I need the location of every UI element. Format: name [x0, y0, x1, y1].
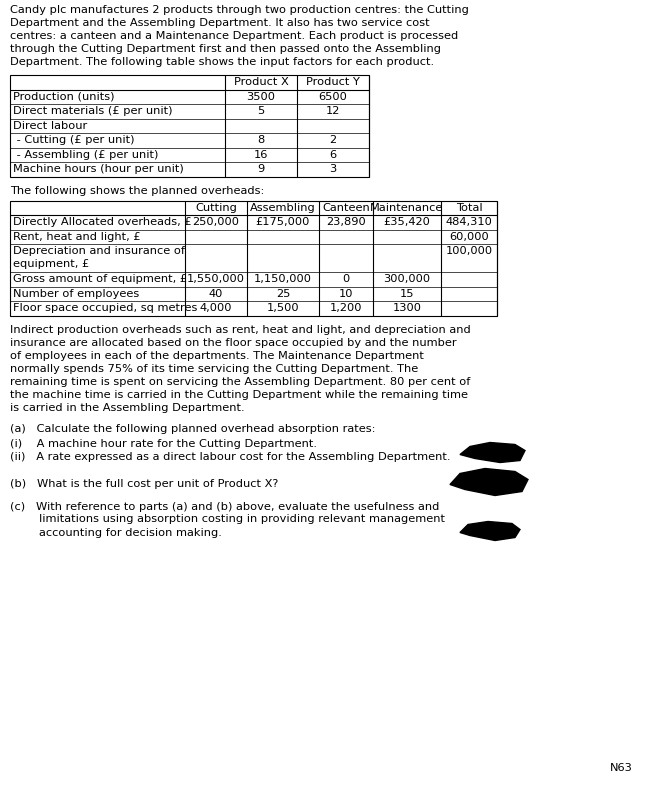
- Text: 5: 5: [257, 106, 264, 116]
- Text: 40: 40: [209, 289, 223, 298]
- Text: The following shows the planned overheads:: The following shows the planned overhead…: [10, 185, 264, 196]
- Text: the machine time is carried in the Cutting Department while the remaining time: the machine time is carried in the Cutti…: [10, 390, 468, 399]
- Text: Rent, heat and light, £: Rent, heat and light, £: [13, 231, 141, 241]
- Text: Canteen: Canteen: [322, 203, 370, 212]
- Text: (ii)   A rate expressed as a direct labour cost for the Assembling Department.: (ii) A rate expressed as a direct labour…: [10, 451, 450, 462]
- Text: 1,550,000: 1,550,000: [187, 274, 245, 284]
- Text: of employees in each of the departments. The Maintenance Department: of employees in each of the departments.…: [10, 350, 424, 361]
- Text: 60,000: 60,000: [449, 231, 489, 241]
- Text: 4,000: 4,000: [200, 303, 232, 313]
- Text: remaining time is spent on servicing the Assembling Department. 80 per cent of: remaining time is spent on servicing the…: [10, 376, 471, 387]
- Text: Candy plc manufactures 2 products through two production centres: the Cutting: Candy plc manufactures 2 products throug…: [10, 5, 469, 15]
- Text: 1,150,000: 1,150,000: [254, 274, 312, 284]
- Text: normally spends 75% of its time servicing the Cutting Department. The: normally spends 75% of its time servicin…: [10, 364, 418, 373]
- Text: is carried in the Assembling Department.: is carried in the Assembling Department.: [10, 402, 245, 413]
- Bar: [10, 200, 497, 316]
- Text: Product Y: Product Y: [306, 77, 360, 87]
- Text: 250,000: 250,000: [193, 217, 240, 227]
- Bar: [10, 75, 369, 177]
- Text: 16: 16: [254, 149, 268, 159]
- Text: Direct labour: Direct labour: [13, 121, 87, 130]
- Text: Total: Total: [456, 203, 482, 212]
- Polygon shape: [460, 443, 525, 462]
- Text: - Assembling (£ per unit): - Assembling (£ per unit): [13, 149, 158, 159]
- Text: N63: N63: [610, 763, 633, 773]
- Text: 1,500: 1,500: [267, 303, 299, 313]
- Text: (c)   With reference to parts (a) and (b) above, evaluate the usefulness and: (c) With reference to parts (a) and (b) …: [10, 502, 439, 511]
- Text: 10: 10: [339, 289, 353, 298]
- Text: 9: 9: [257, 164, 264, 174]
- Text: 0: 0: [342, 274, 350, 284]
- Text: Number of employees: Number of employees: [13, 289, 139, 298]
- Polygon shape: [460, 522, 520, 540]
- Text: Indirect production overheads such as rent, heat and light, and depreciation and: Indirect production overheads such as re…: [10, 324, 471, 335]
- Text: Depreciation and insurance of: Depreciation and insurance of: [13, 246, 185, 256]
- Text: 1300: 1300: [393, 303, 421, 313]
- Text: 100,000: 100,000: [445, 246, 493, 256]
- Text: 300,000: 300,000: [383, 274, 430, 284]
- Text: 484,310: 484,310: [445, 217, 492, 227]
- Text: 23,890: 23,890: [326, 217, 366, 227]
- Text: - Cutting (£ per unit): - Cutting (£ per unit): [13, 135, 135, 145]
- Text: Directly Allocated overheads, £: Directly Allocated overheads, £: [13, 217, 191, 227]
- Text: (a)   Calculate the following planned overhead absorption rates:: (a) Calculate the following planned over…: [10, 424, 376, 433]
- Text: 25: 25: [276, 289, 290, 298]
- Text: Production (units): Production (units): [13, 92, 115, 102]
- Text: equipment, £: equipment, £: [13, 259, 89, 269]
- Text: Department. The following table shows the input factors for each product.: Department. The following table shows th…: [10, 57, 434, 67]
- Text: Product X: Product X: [234, 77, 288, 87]
- Text: Machine hours (hour per unit): Machine hours (hour per unit): [13, 164, 184, 174]
- Text: 3: 3: [329, 164, 337, 174]
- Text: Gross amount of equipment, £: Gross amount of equipment, £: [13, 274, 187, 284]
- Text: £35,420: £35,420: [383, 217, 430, 227]
- Polygon shape: [450, 469, 528, 495]
- Text: 15: 15: [400, 289, 414, 298]
- Text: Cutting: Cutting: [195, 203, 237, 212]
- Text: 12: 12: [326, 106, 340, 116]
- Text: 6: 6: [329, 149, 337, 159]
- Text: 6500: 6500: [318, 92, 348, 102]
- Text: insurance are allocated based on the floor space occupied by and the number: insurance are allocated based on the flo…: [10, 338, 456, 347]
- Text: 2: 2: [329, 135, 337, 145]
- Text: (i)    A machine hour rate for the Cutting Department.: (i) A machine hour rate for the Cutting …: [10, 439, 317, 448]
- Text: Department and the Assembling Department. It also has two service cost: Department and the Assembling Department…: [10, 18, 430, 28]
- Text: 1,200: 1,200: [330, 303, 362, 313]
- Text: Assembling: Assembling: [250, 203, 316, 212]
- Text: (b)   What is the full cost per unit of Product X?: (b) What is the full cost per unit of Pr…: [10, 478, 279, 488]
- Text: centres: a canteen and a Maintenance Department. Each product is processed: centres: a canteen and a Maintenance Dep…: [10, 31, 458, 41]
- Text: through the Cutting Department first and then passed onto the Assembling: through the Cutting Department first and…: [10, 44, 441, 54]
- Text: Direct materials (£ per unit): Direct materials (£ per unit): [13, 106, 173, 116]
- Text: 8: 8: [257, 135, 264, 145]
- Text: Floor space occupied, sq metres: Floor space occupied, sq metres: [13, 303, 197, 313]
- Text: £175,000: £175,000: [256, 217, 310, 227]
- Text: limitations using absorption costing in providing relevant management: limitations using absorption costing in …: [10, 514, 445, 525]
- Text: 3500: 3500: [247, 92, 275, 102]
- Text: Maintenance: Maintenance: [370, 203, 444, 212]
- Text: accounting for decision making.: accounting for decision making.: [10, 528, 222, 537]
